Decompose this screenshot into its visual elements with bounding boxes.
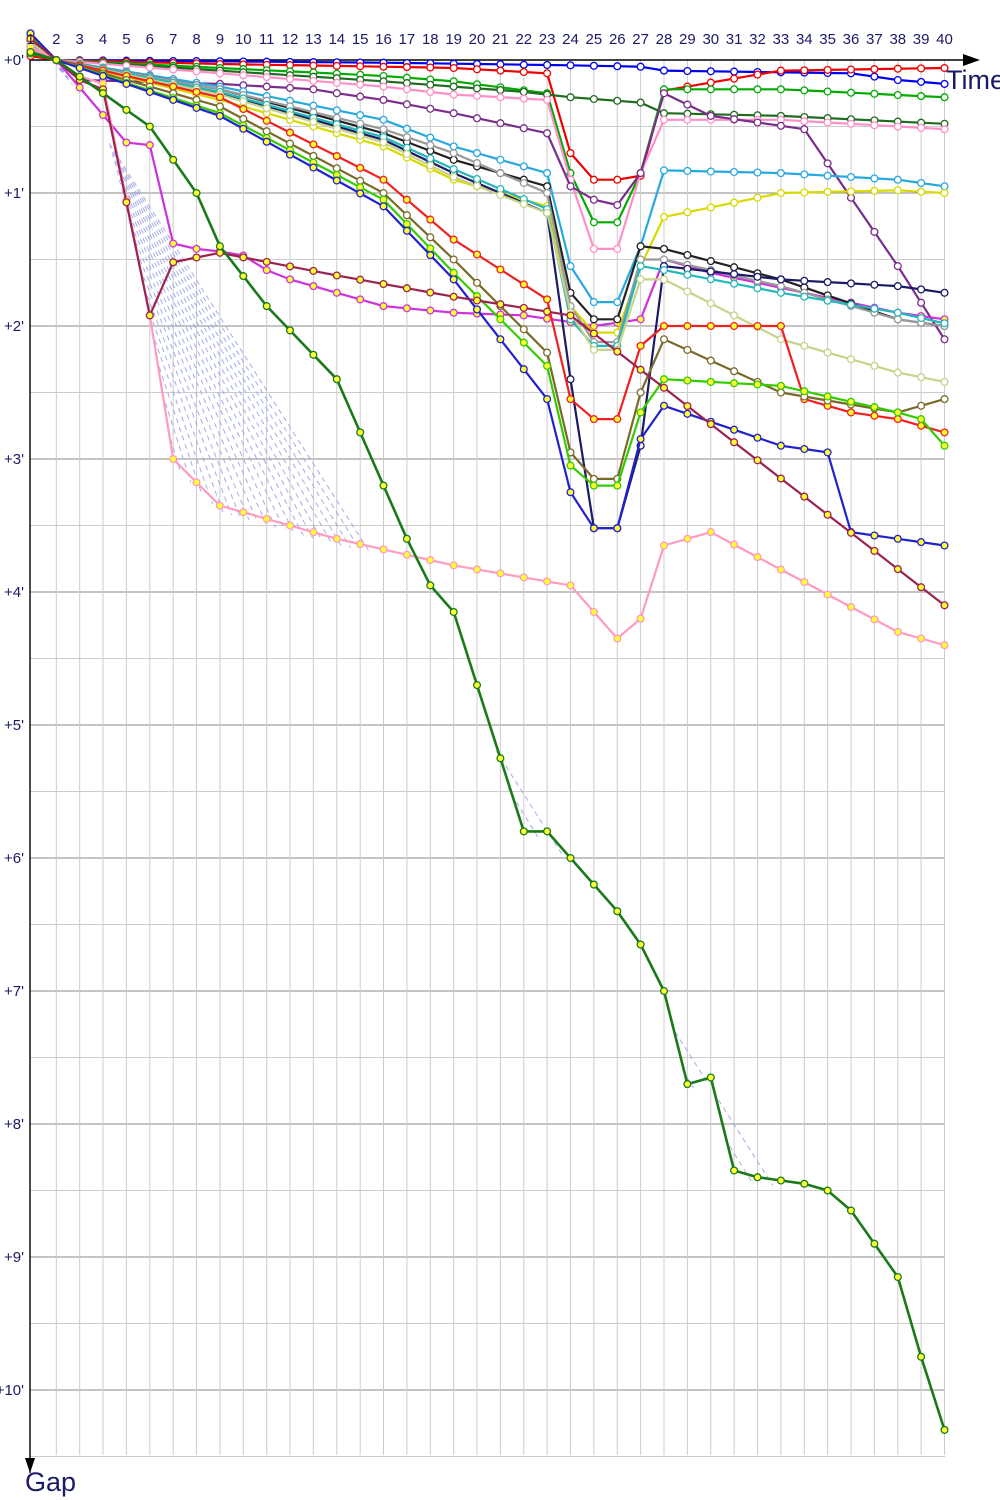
svg-text:25: 25	[586, 31, 603, 48]
svg-text:+4': +4'	[4, 584, 24, 601]
svg-text:16: 16	[375, 31, 392, 48]
svg-text:14: 14	[328, 31, 345, 48]
svg-text:Time: Time	[946, 65, 1000, 95]
svg-text:11: 11	[259, 31, 275, 48]
svg-text:24: 24	[562, 31, 579, 48]
svg-text:37: 37	[866, 31, 883, 48]
svg-text:18: 18	[422, 31, 439, 48]
svg-text:1: 1	[26, 31, 34, 48]
svg-text:39: 39	[913, 31, 930, 48]
svg-text:+9': +9'	[4, 1249, 24, 1266]
svg-text:40: 40	[936, 31, 953, 48]
svg-text:38: 38	[889, 31, 906, 48]
svg-text:17: 17	[399, 31, 416, 48]
svg-text:+8': +8'	[4, 1116, 24, 1133]
svg-text:+7': +7'	[4, 983, 24, 1000]
svg-text:+3': +3'	[4, 451, 24, 468]
svg-text:36: 36	[843, 31, 860, 48]
svg-text:9: 9	[216, 31, 224, 48]
svg-text:12: 12	[282, 31, 299, 48]
svg-text:4: 4	[99, 31, 107, 48]
svg-text:+6': +6'	[4, 850, 24, 867]
svg-text:34: 34	[796, 31, 813, 48]
svg-text:+2': +2'	[4, 318, 24, 335]
svg-text:28: 28	[656, 31, 673, 48]
svg-text:35: 35	[819, 31, 836, 48]
svg-text:33: 33	[773, 31, 790, 48]
svg-text:3: 3	[76, 31, 84, 48]
svg-text:6: 6	[146, 31, 154, 48]
svg-text:31: 31	[726, 31, 743, 48]
svg-text:22: 22	[515, 31, 532, 48]
svg-text:29: 29	[679, 31, 696, 48]
svg-text:+1': +1'	[4, 185, 24, 202]
svg-text:30: 30	[702, 31, 719, 48]
svg-text:13: 13	[305, 31, 322, 48]
svg-text:27: 27	[632, 31, 649, 48]
svg-text:21: 21	[492, 31, 509, 48]
svg-text:26: 26	[609, 31, 626, 48]
svg-text:19: 19	[445, 31, 462, 48]
svg-text:2: 2	[52, 31, 60, 48]
svg-text:23: 23	[539, 31, 556, 48]
svg-text:32: 32	[749, 31, 766, 48]
svg-text:+10': +10'	[0, 1382, 24, 1399]
svg-text:+5': +5'	[4, 717, 24, 734]
svg-text:5: 5	[122, 31, 130, 48]
svg-text:20: 20	[469, 31, 486, 48]
svg-text:10: 10	[235, 31, 252, 48]
svg-text:15: 15	[352, 31, 369, 48]
svg-text:7: 7	[169, 31, 177, 48]
svg-text:+0': +0'	[4, 52, 24, 69]
svg-text:Gap: Gap	[25, 1467, 76, 1497]
svg-text:8: 8	[192, 31, 200, 48]
